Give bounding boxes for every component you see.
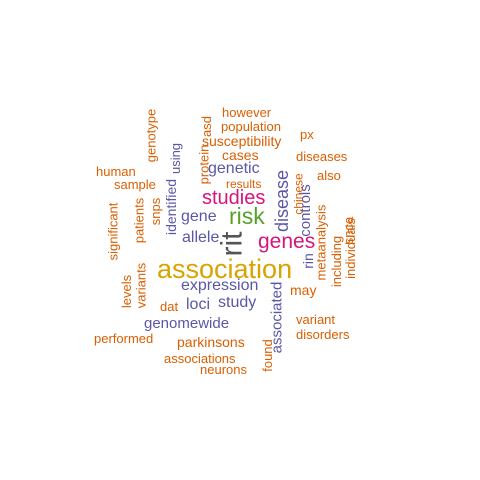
word-also: also (317, 168, 341, 183)
word-loci: loci (186, 296, 211, 313)
word-dat: dat (160, 299, 179, 314)
word-levels: levels (119, 274, 135, 309)
word-neurons: neurons (200, 362, 247, 377)
word-asd: asd (198, 116, 214, 137)
word-snps: snps (148, 197, 164, 226)
word-associations: associations (164, 351, 236, 366)
word-may: may (290, 282, 317, 298)
word-patients: patients (131, 197, 147, 244)
word-variants: variants (133, 262, 149, 309)
word-genotype: genotype (143, 108, 159, 163)
word-rit: rit (215, 231, 249, 257)
word-sample: sample (114, 177, 156, 192)
word-risk: risk (229, 203, 265, 229)
word-metaanalysis: metaanalysis (313, 204, 329, 281)
word-results: results (226, 177, 262, 191)
word-population: population (221, 119, 281, 134)
word-genomewide: genomewide (144, 315, 230, 332)
word-significant: significant (105, 202, 121, 261)
word-cases: cases (222, 147, 259, 163)
word-disorders: disorders (296, 327, 350, 342)
word-allele: allele (182, 229, 220, 246)
word-study: study (218, 294, 257, 311)
word-protein: protein (196, 144, 212, 185)
word-expression: expression (181, 277, 259, 294)
word-diseases: diseases (296, 149, 348, 164)
word-performed: performed (94, 331, 154, 346)
word-found: found (259, 339, 275, 372)
word-susceptibility: susceptibility (202, 133, 282, 149)
word-chinese: chinese (291, 173, 306, 215)
word-association: association (157, 254, 293, 284)
word-disease: disease (272, 169, 293, 233)
word-identified: identified (163, 178, 180, 236)
word-using: using (168, 142, 184, 175)
word-human: human (96, 164, 136, 179)
word-parkinsons: parkinsons (177, 334, 245, 350)
word-variant: variant (296, 312, 336, 327)
word-genetic: genetic (208, 160, 260, 177)
word-px: px (300, 127, 314, 142)
word-however: however (222, 105, 272, 120)
word-genes: genes (258, 230, 316, 253)
word-individuals: individuals (342, 218, 358, 279)
word-studies: studies (202, 187, 266, 209)
word-gene: gene (181, 208, 217, 225)
